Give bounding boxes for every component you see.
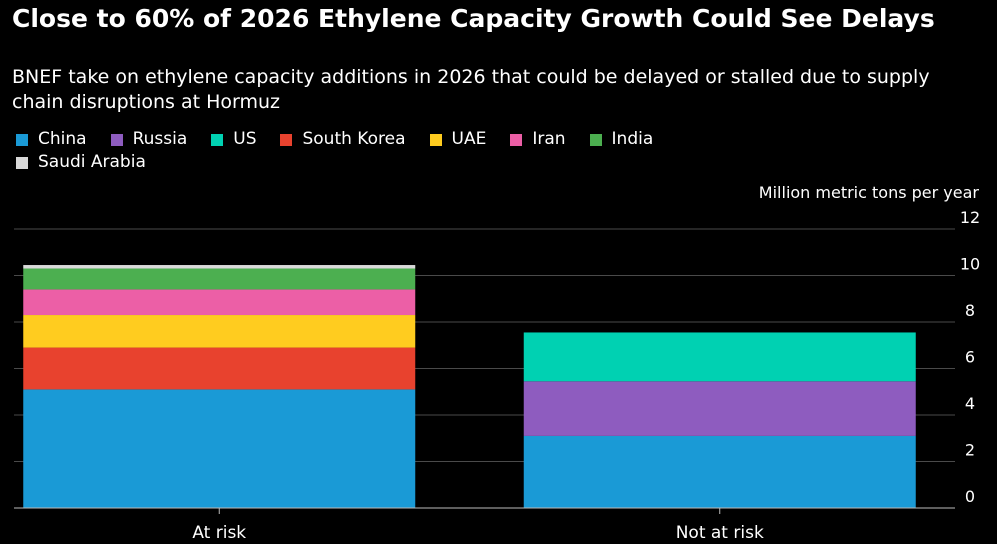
y-tick-label: 2 [965, 441, 975, 460]
y-tick-label: 6 [965, 348, 975, 367]
chart-title: Close to 60% of 2026 Ethylene Capacity G… [12, 4, 935, 33]
bar-segment-saudi-arabia [23, 265, 416, 269]
legend-item-china: China [16, 128, 87, 151]
y-tick-label: 8 [965, 301, 975, 320]
legend-swatch-china [16, 133, 28, 146]
legend-item-us: US [211, 128, 256, 151]
legend-item-india: India [589, 128, 654, 151]
y-axis-label: Million metric tons per year [758, 183, 979, 202]
legend-swatch-saudi-arabia [16, 156, 28, 169]
legend-swatch-south-korea [280, 133, 293, 146]
legend-item-south-korea: South Korea [280, 128, 406, 151]
legend-item-iran: Iran [510, 128, 566, 151]
x-tick-label: At risk [192, 523, 246, 543]
legend-swatch-iran [510, 133, 523, 146]
y-tick-label: 0 [965, 487, 975, 506]
bar-segment-iran [23, 289, 416, 316]
legend-item-russia: Russia [110, 128, 188, 151]
bar-segment-uae [23, 315, 416, 348]
y-tick-label: 4 [965, 394, 975, 413]
legend-label-saudi-arabia: Saudi Arabia [38, 152, 146, 172]
bar-segment-china [523, 435, 916, 508]
legend-label-india: India [611, 129, 654, 149]
bar-segment-india [23, 268, 416, 290]
bar-segment-south-korea [23, 347, 416, 390]
legend-item-saudi-arabia: Saudi Arabia [16, 151, 932, 174]
bar-segment-russia [523, 381, 916, 436]
legend: China Russia US South Korea UAE Iran Ind… [16, 128, 956, 174]
x-tick-label: Not at risk [676, 523, 764, 543]
legend-label-china: China [38, 129, 87, 149]
legend-label-iran: Iran [532, 129, 566, 149]
bar-segment-us [523, 332, 916, 382]
legend-label-us: US [233, 129, 257, 149]
legend-label-uae: UAE [451, 129, 487, 149]
legend-swatch-india [589, 133, 602, 146]
legend-swatch-russia [110, 133, 123, 146]
y-tick-label: 12 [960, 208, 980, 227]
legend-swatch-uae [429, 133, 442, 146]
y-tick-label: 10 [960, 255, 980, 274]
bar-segment-china [23, 389, 416, 508]
legend-swatch-us [211, 133, 224, 146]
legend-item-uae: UAE [429, 128, 487, 151]
legend-label-south-korea: South Korea [302, 129, 406, 149]
legend-label-russia: Russia [132, 129, 188, 149]
chart-subtitle: BNEF take on ethylene capacity additions… [12, 66, 930, 113]
